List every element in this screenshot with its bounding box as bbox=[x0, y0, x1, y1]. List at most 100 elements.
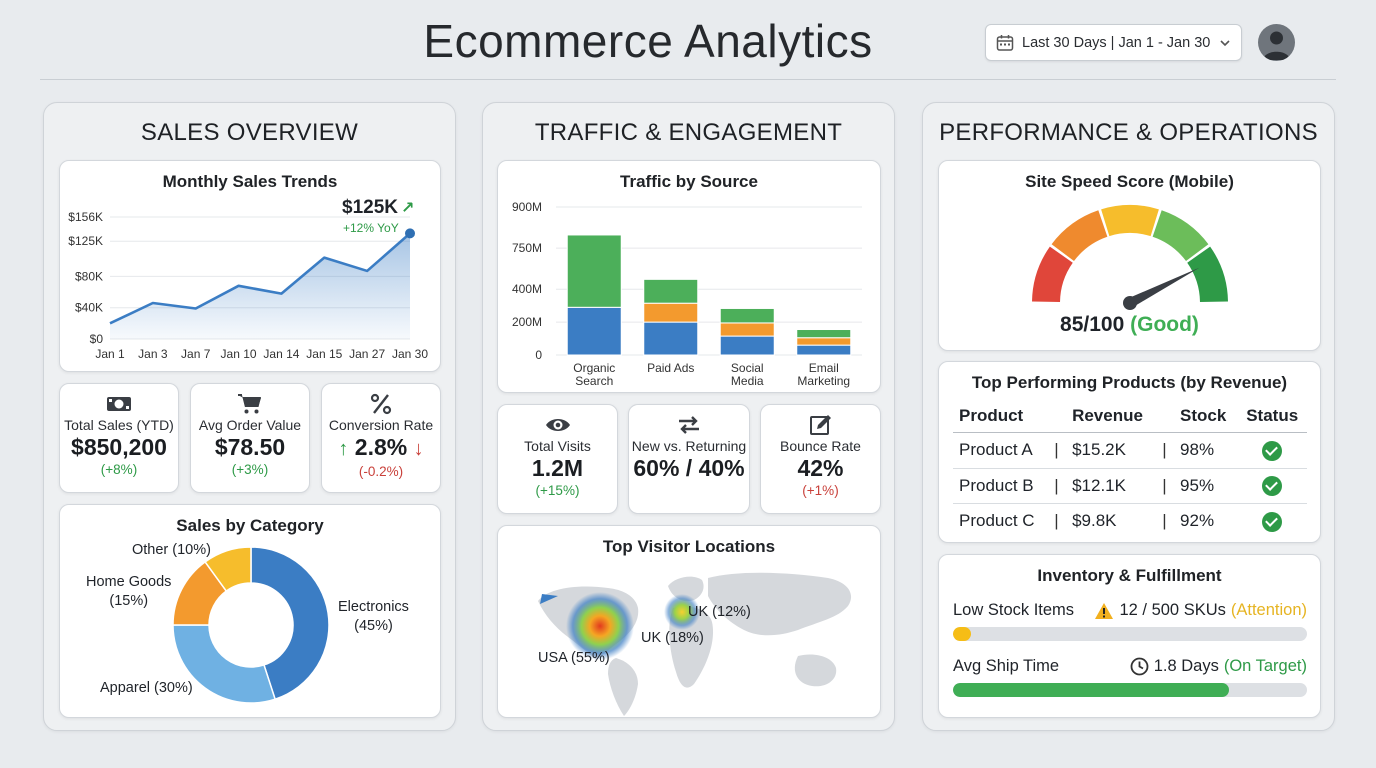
bounce-rate-kpi-card: Bounce Rate 42% (+1%) bbox=[760, 404, 881, 514]
col-header-product: Product bbox=[953, 402, 1049, 433]
avg-order-value-value: $78.50 bbox=[214, 434, 286, 460]
new-vs-returning-value: 60% / 40% bbox=[633, 455, 745, 481]
table-row[interactable]: Product B | $12.1K | 95% bbox=[953, 468, 1307, 505]
ship-time-info: 1.8 Days (On Target) bbox=[1130, 657, 1307, 676]
money-icon bbox=[107, 397, 131, 411]
page-title: Ecommerce Analytics bbox=[423, 15, 873, 67]
arrow-up-icon: ↑ bbox=[338, 438, 349, 460]
date-range-label: Last 30 Days | Jan 1 - Jan 30 bbox=[1022, 34, 1211, 51]
trend-highlight-change: +12% YoY bbox=[343, 221, 399, 235]
conversion-rate-label: Conversion Rate bbox=[328, 417, 434, 433]
product-revenue: $15.2K bbox=[1066, 432, 1157, 469]
monthly-sales-trends-card: Monthly Sales Trends $0 $40K $80K $125K $156… bbox=[59, 160, 441, 372]
donut-label-other: Other (10%) bbox=[132, 542, 211, 558]
total-sales-label: Total Sales (YTD) bbox=[64, 417, 174, 433]
new-vs-returning-kpi-card: New vs. Returning 60% / 40% bbox=[628, 404, 750, 514]
site-speed-gauge bbox=[1032, 205, 1228, 310]
col-header-revenue: Revenue bbox=[1066, 402, 1157, 433]
total-visits-change: (+15%) bbox=[535, 483, 580, 498]
gauge-segment bbox=[1051, 210, 1108, 262]
donut-label-apparel: Apparel (30%) bbox=[100, 680, 193, 696]
product-name: Product B bbox=[953, 468, 1049, 505]
gauge-needle bbox=[1127, 267, 1200, 308]
gauge-segment bbox=[1152, 210, 1209, 262]
cell-separator: | bbox=[1054, 511, 1059, 531]
top-products-title: Top Performing Products (by Revenue) bbox=[971, 373, 1288, 392]
col-header-separator bbox=[1156, 402, 1175, 433]
check-circle-icon bbox=[1262, 440, 1283, 461]
total-visits-value: 1.2M bbox=[531, 455, 584, 481]
total-visits-label: Total Visits bbox=[524, 438, 591, 454]
header bbox=[40, 0, 1336, 80]
x-tick-label: Marketing bbox=[797, 374, 850, 388]
gauge-segment bbox=[1187, 246, 1228, 302]
gauge-hub bbox=[1123, 296, 1137, 310]
total-sales-value: $850,200 bbox=[71, 434, 167, 460]
y-tick-label: $40K bbox=[75, 301, 103, 315]
total-sales-kpi-card: Total Sales (YTD) $850,200 (+8%) bbox=[59, 383, 179, 493]
donut-label-electronics: Electronics (45%) bbox=[338, 599, 409, 634]
bar-segment bbox=[719, 322, 775, 337]
x-tick-label: Organic bbox=[573, 361, 615, 375]
top-products-card: Top Performing Products (by Revenue) Pro… bbox=[938, 361, 1321, 543]
donut-label-home-goods: Home Goods (15%) bbox=[86, 574, 172, 609]
eye-icon bbox=[545, 419, 570, 431]
top-visitor-locations-title: Top Visitor Locations bbox=[602, 537, 776, 556]
top-visitor-locations-card: Top Visitor Locations bbox=[497, 525, 881, 718]
gauge-segment bbox=[1032, 246, 1073, 302]
total-sales-change: (+8%) bbox=[100, 462, 138, 477]
sales-overview-title: SALES OVERVIEW bbox=[140, 119, 359, 146]
traffic-by-source-title: Traffic by Source bbox=[620, 172, 758, 191]
location-label-uk-12: UK (12%) bbox=[688, 604, 751, 620]
clock-icon bbox=[1130, 657, 1149, 676]
traffic-by-source-card: Traffic by Source 0 200M 400M 750M 900M Organ… bbox=[497, 160, 881, 393]
conversion-rate-kpi-card: Conversion Rate ↑ 2.8% ↓ (-0.2%) bbox=[321, 383, 441, 493]
x-tick-label: Paid Ads bbox=[647, 361, 694, 375]
table-row[interactable]: Product C | $9.8K | 92% bbox=[953, 504, 1307, 539]
product-name: Product C bbox=[959, 511, 1035, 531]
low-stock-progress-bar bbox=[953, 627, 1307, 641]
col-header-status: Status bbox=[1237, 402, 1307, 433]
check-circle-icon bbox=[1262, 511, 1283, 532]
traffic-engagement-panel: TRAFFIC & ENGAGEMENT Traffic by Source 0… bbox=[482, 102, 895, 731]
ship-time-value: 1.8 Days bbox=[1153, 657, 1219, 675]
bar-segment bbox=[643, 302, 699, 323]
status-cell bbox=[1237, 504, 1307, 539]
top-products-table: Product Revenue Stock Status Product A |… bbox=[953, 402, 1307, 539]
sales-point bbox=[405, 228, 415, 239]
sales-by-category-donut bbox=[172, 546, 330, 704]
traffic-engagement-title: TRAFFIC & ENGAGEMENT bbox=[534, 119, 843, 146]
monthly-sales-trends-chart: $0 $40K $80K $125K $156K Jan 1 Jan 3 Jan 7 Jan 1… bbox=[68, 210, 428, 361]
product-revenue: $9.8K bbox=[1072, 511, 1117, 531]
user-avatar-icon[interactable] bbox=[1258, 24, 1295, 61]
bounce-rate-value: 42% bbox=[797, 455, 844, 481]
sales-by-category-card: Sales by Category Electronics (45%) Appar… bbox=[59, 504, 441, 718]
low-stock-info: 12 / 500 SKUs (Attention) bbox=[1094, 601, 1307, 620]
date-range-picker[interactable]: Last 30 Days | Jan 1 - Jan 30 bbox=[985, 24, 1242, 61]
y-tick-label: 900M bbox=[512, 200, 542, 214]
conversion-rate-row: ↑ 2.8% ↓ bbox=[322, 434, 440, 462]
product-name: Product A bbox=[953, 432, 1049, 469]
avg-order-value-kpi-card: Avg Order Value $78.50 (+3%) bbox=[190, 383, 310, 493]
x-tick-label: Jan 3 bbox=[138, 347, 168, 361]
x-tick-label: Jan 27 bbox=[349, 347, 385, 361]
y-tick-label: 750M bbox=[512, 241, 542, 255]
performance-operations-title: PERFORMANCE & OPERATIONS bbox=[939, 119, 1318, 146]
sales-by-category-title: Sales by Category bbox=[176, 516, 324, 535]
usa-heat-spot bbox=[566, 592, 634, 660]
product-stock: 92% bbox=[1180, 511, 1215, 531]
cell-separator: | bbox=[1048, 468, 1067, 505]
x-tick-label: Social bbox=[731, 361, 764, 375]
ship-time-status: (On Target) bbox=[1223, 657, 1307, 675]
conversion-rate-change: (-0.2%) bbox=[358, 464, 404, 479]
x-tick-label: Jan 10 bbox=[221, 347, 257, 361]
y-tick-label: $0 bbox=[90, 332, 104, 346]
table-row[interactable]: Product A | $15.2K | 98% bbox=[953, 432, 1307, 469]
avg-order-value-label: Avg Order Value bbox=[198, 417, 302, 433]
location-label-uk-18: UK (18%) bbox=[641, 630, 704, 646]
bar-segment bbox=[719, 335, 775, 356]
bar-segment bbox=[719, 307, 775, 324]
table-header-row: Product Revenue Stock Status bbox=[953, 402, 1307, 433]
cell-separator: | bbox=[1162, 511, 1167, 531]
sales-line bbox=[109, 232, 411, 325]
